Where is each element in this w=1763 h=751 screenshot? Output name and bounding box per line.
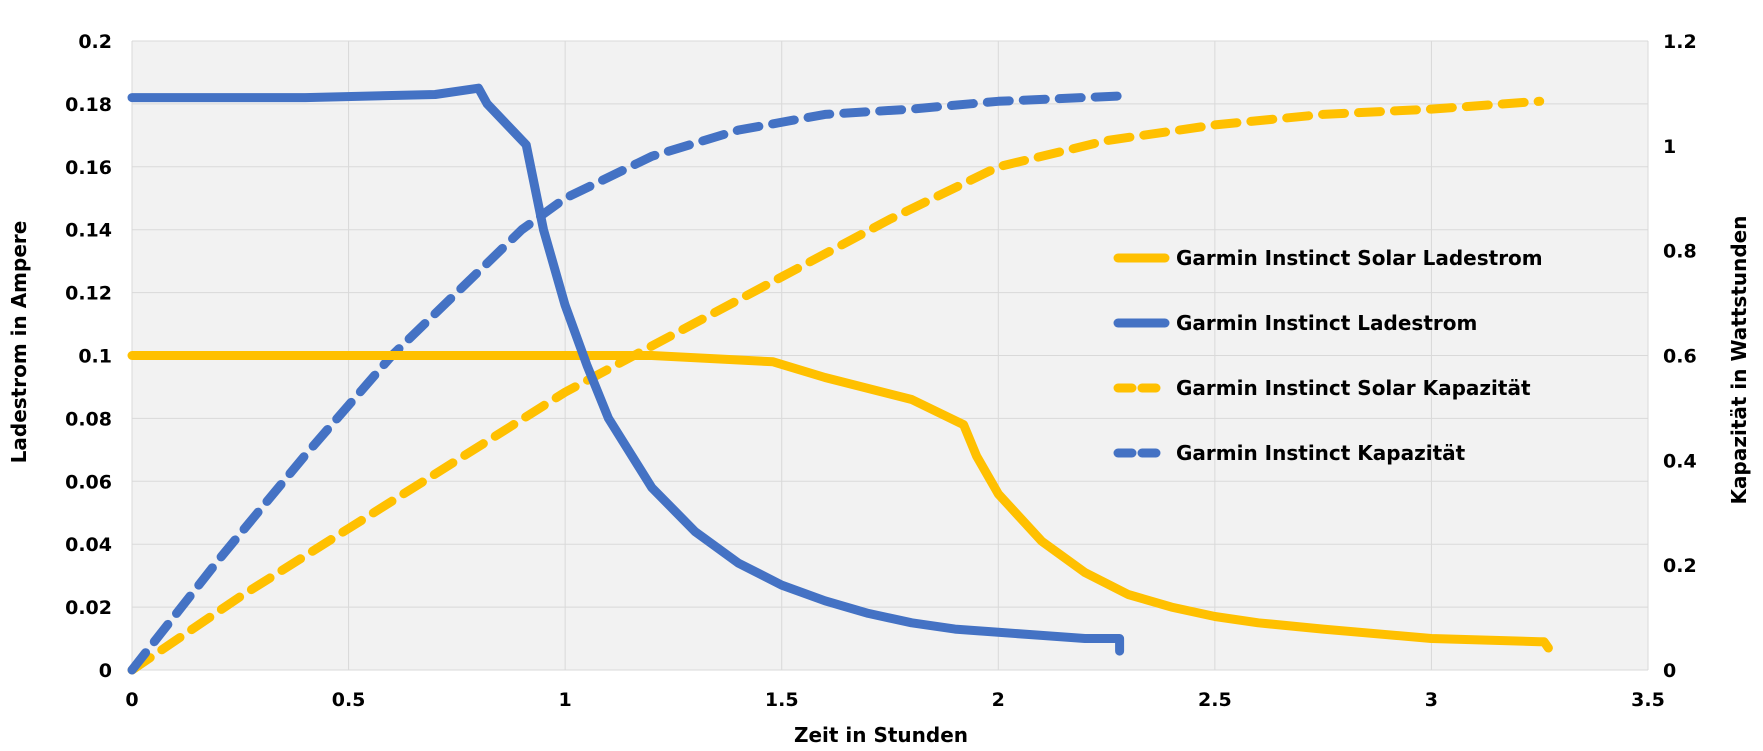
y2-tick-label: 0 [1663,660,1676,682]
y2-tick-label: 0.2 [1663,555,1697,577]
legend: Garmin Instinct Solar Ladestrom Garmin In… [1113,246,1543,465]
x-tick-label: 0.5 [332,689,366,711]
y2-tick-label: 0.8 [1663,241,1697,263]
y-tick-label: 0 [99,660,112,682]
y-axis-ticks: 0 0.02 0.04 0.06 0.08 0.1 0.12 0.14 0.16 0.18 0.2 [65,31,112,682]
legend-label: Garmin Instinct Ladestrom [1176,311,1477,335]
series-layer [127,83,1553,675]
y2-tick-label: 1 [1663,136,1676,158]
x-tick-label: 3 [1425,689,1438,711]
y2-tick-label: 1.2 [1663,31,1697,53]
y-tick-label: 0.02 [65,597,112,619]
y2-axis-title: Kapazität in Wattstunden [1727,216,1751,505]
x-tick-label: 0 [125,689,138,711]
y-tick-label: 0.06 [65,471,112,493]
y-tick-label: 0.12 [65,283,112,305]
y-tick-label: 0.1 [78,346,112,368]
legend-label: Garmin Instinct Solar Ladestrom [1176,246,1543,270]
x-axis-ticks: 0 0.5 1 1.5 2 2.5 3 3.5 [125,689,1664,711]
y-tick-label: 0.18 [65,94,112,116]
horizontal-gridlines [132,40,1648,671]
x-axis-title: Zeit in Stunden [794,723,968,747]
x-tick-label: 1 [559,689,572,711]
series-garmin-instinct-solar-ladestrom [127,351,1553,653]
x-tick-label: 2.5 [1198,689,1232,711]
y-axis-title: Ladestrom in Ampere [7,221,31,464]
y-tick-label: 0.04 [65,534,112,556]
series-garmin-instinct-solar-kapazitaet [127,96,1545,675]
legend-label: Garmin Instinct Solar Kapazität [1176,376,1531,400]
y-tick-label: 0.14 [65,220,112,242]
x-tick-label: 2 [992,689,1005,711]
y-tick-label: 0.16 [65,157,112,179]
legend-label: Garmin Instinct Kapazität [1176,441,1466,465]
y2-tick-label: 0.6 [1663,346,1697,368]
y2-tick-label: 0.4 [1663,450,1697,472]
y2-axis-ticks: 0 0.2 0.4 0.6 0.8 1 1.2 [1663,31,1697,682]
x-tick-label: 1.5 [765,689,799,711]
y-tick-label: 0.2 [78,31,112,53]
series-garmin-instinct-ladestrom [127,83,1125,656]
x-tick-label: 3.5 [1631,689,1665,711]
series-garmin-instinct-kapazitaet [127,91,1125,675]
y-tick-label: 0.08 [65,408,112,430]
